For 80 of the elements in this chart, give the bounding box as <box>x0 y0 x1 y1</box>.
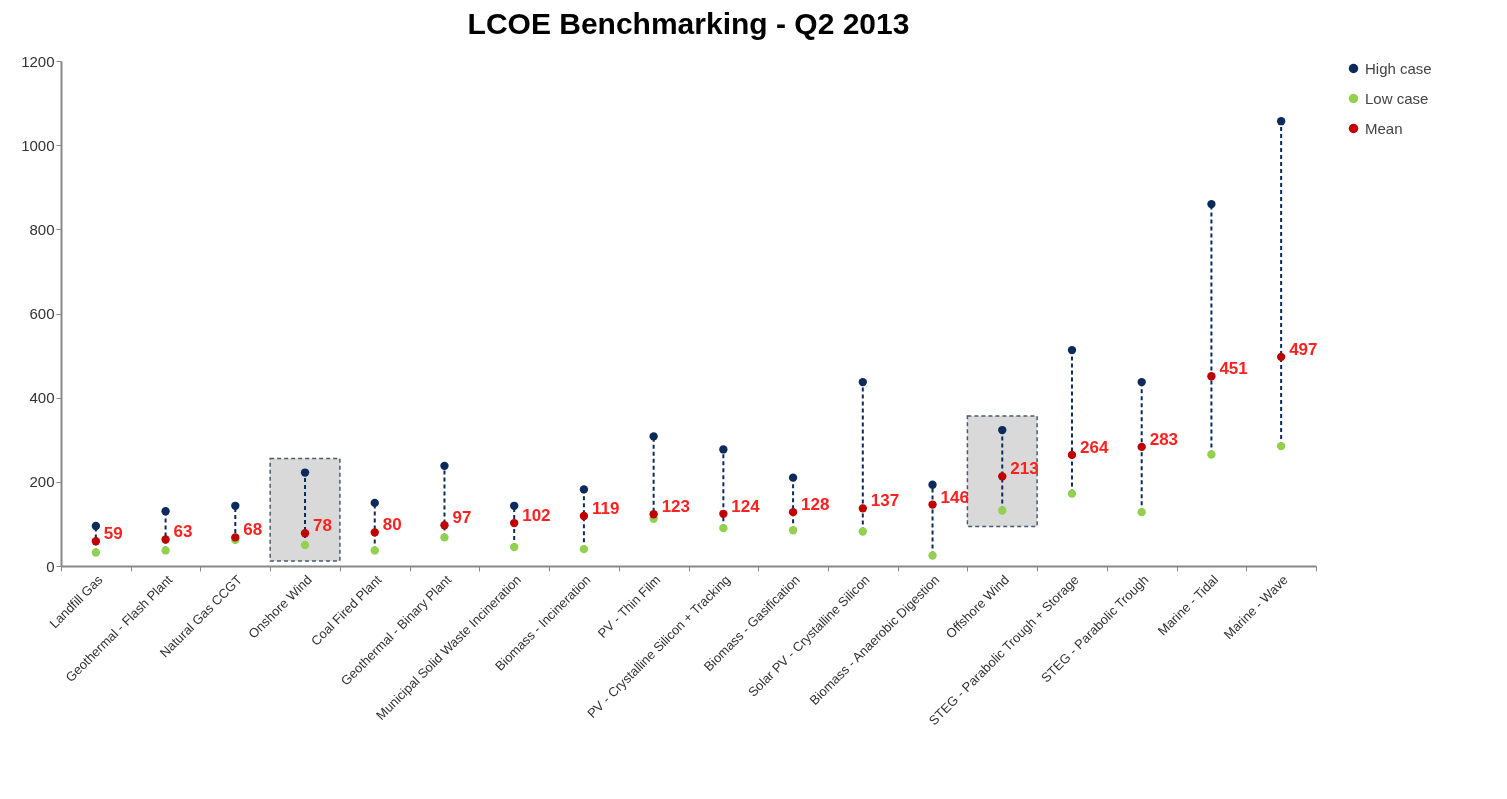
point <box>1067 489 1077 498</box>
data-label: 123 <box>661 497 691 517</box>
legend-label: High case <box>1365 59 1432 77</box>
data-label: 128 <box>801 495 830 515</box>
point <box>161 535 170 544</box>
data-label: 124 <box>731 496 761 516</box>
point <box>998 472 1007 481</box>
point <box>440 533 449 542</box>
point <box>719 509 728 518</box>
legend-label: Mean <box>1365 119 1403 137</box>
point <box>510 501 519 510</box>
point <box>928 500 937 509</box>
data-label: 283 <box>1149 429 1179 449</box>
point <box>231 501 240 510</box>
point <box>579 485 589 494</box>
point <box>440 521 449 530</box>
y-tick-label: 0 <box>46 557 55 575</box>
y-tick-label: 1200 <box>21 52 55 70</box>
point <box>649 432 658 441</box>
point <box>998 425 1007 435</box>
point <box>91 521 101 531</box>
data-label: 97 <box>452 508 472 528</box>
point <box>719 445 728 454</box>
point <box>370 498 379 508</box>
point <box>510 518 519 528</box>
point <box>928 480 937 489</box>
data-label: 102 <box>522 506 551 526</box>
y-tick-label: 600 <box>29 305 55 322</box>
point <box>161 546 170 555</box>
y-tick-label: 200 <box>29 473 55 491</box>
point <box>1137 442 1146 452</box>
data-label: 497 <box>1289 339 1318 359</box>
data-label: 63 <box>173 522 193 542</box>
point <box>1067 450 1077 460</box>
point <box>928 551 937 560</box>
point <box>788 473 798 482</box>
point <box>719 523 728 533</box>
data-label: 59 <box>103 524 123 544</box>
data-label: 213 <box>1010 459 1039 479</box>
data-label: 264 <box>1079 437 1109 457</box>
data-label: 80 <box>382 515 402 535</box>
point <box>788 526 798 535</box>
point <box>91 548 101 557</box>
point <box>510 542 519 552</box>
point <box>1276 352 1286 362</box>
y-tick-label: 400 <box>29 389 55 407</box>
point <box>1207 450 1216 459</box>
data-label: 146 <box>940 487 969 507</box>
point <box>370 546 379 555</box>
point <box>161 507 170 516</box>
point <box>1137 507 1146 517</box>
point <box>858 527 867 536</box>
point <box>1207 372 1216 381</box>
point <box>1207 199 1216 209</box>
point <box>649 510 658 519</box>
data-label: 451 <box>1219 359 1248 379</box>
data-label: 137 <box>870 491 900 511</box>
data-label: 119 <box>591 498 620 518</box>
y-tick-label: 800 <box>29 220 55 238</box>
point <box>1067 345 1077 355</box>
point <box>858 504 867 513</box>
point <box>998 506 1007 515</box>
chart-title: LCOE Benchmarking - Q2 2013 <box>467 7 910 40</box>
point <box>858 377 867 387</box>
point <box>579 511 589 521</box>
point <box>788 507 798 517</box>
data-label: 78 <box>313 516 332 536</box>
point <box>91 537 101 546</box>
point <box>579 544 589 554</box>
point <box>440 461 449 471</box>
point <box>300 468 310 477</box>
legend-label: Low case <box>1365 89 1429 107</box>
y-tick-label: 1000 <box>21 136 55 154</box>
data-label: 68 <box>243 520 263 540</box>
point <box>1276 117 1286 126</box>
point <box>300 540 310 550</box>
point <box>300 529 310 538</box>
point <box>1137 377 1146 387</box>
point <box>1276 441 1286 451</box>
point <box>370 528 379 537</box>
